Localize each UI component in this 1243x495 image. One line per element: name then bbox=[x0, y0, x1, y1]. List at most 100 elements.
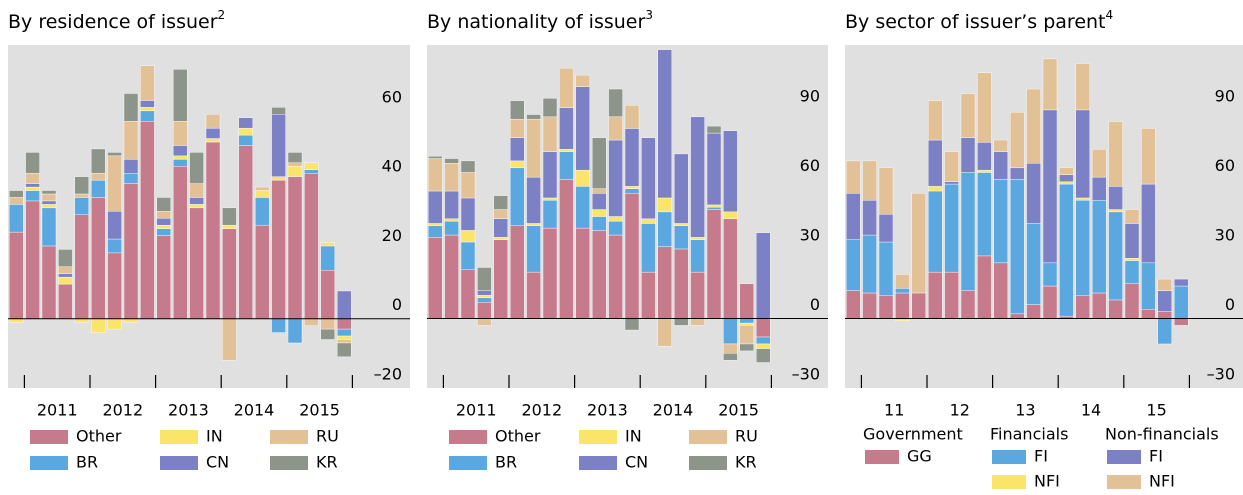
bar-segment bbox=[337, 318, 352, 330]
bar-segment bbox=[575, 169, 590, 187]
y-tick-label: –30 bbox=[1207, 365, 1235, 384]
bar-segment bbox=[657, 318, 672, 347]
legend-label: BR bbox=[76, 453, 98, 472]
legend-label: NFI bbox=[1149, 472, 1175, 491]
bar-segment bbox=[706, 132, 722, 206]
x-group-label: 2011 bbox=[37, 401, 78, 420]
bar-segment bbox=[222, 224, 237, 229]
bar-segment bbox=[74, 193, 90, 198]
bar-segment bbox=[756, 336, 771, 345]
bar-segment bbox=[1157, 290, 1173, 312]
bar-segment bbox=[156, 228, 172, 236]
bar-segment bbox=[320, 245, 335, 271]
legend-swatch bbox=[160, 456, 198, 470]
legend-label: CN bbox=[625, 453, 648, 472]
bar-segment bbox=[428, 225, 443, 238]
bar-segment bbox=[428, 158, 443, 192]
bar-segment bbox=[862, 234, 877, 294]
legend-label: FI bbox=[1034, 447, 1048, 466]
bar-segment bbox=[674, 248, 689, 319]
y-tick-label: 60 bbox=[1215, 156, 1235, 175]
bar-segment bbox=[928, 271, 943, 319]
bar-segment bbox=[592, 137, 607, 189]
bar-segment bbox=[690, 271, 705, 319]
bar-segment bbox=[123, 159, 139, 174]
bar-segment bbox=[559, 149, 574, 152]
bar-segment bbox=[559, 107, 574, 150]
bar-segment bbox=[895, 292, 910, 319]
bar-segment bbox=[911, 193, 926, 294]
bar-segment bbox=[690, 318, 705, 326]
bar-segment bbox=[189, 183, 204, 198]
legend-group-title: Non-financials bbox=[1105, 425, 1219, 444]
panel-title: By residence of issuer2 bbox=[8, 8, 225, 33]
bar-segment bbox=[674, 223, 689, 226]
bar-segment bbox=[1108, 211, 1123, 301]
bar-segment bbox=[287, 176, 303, 319]
bar-segment bbox=[928, 139, 943, 187]
bar-segment bbox=[526, 118, 541, 178]
bar-segment bbox=[862, 160, 877, 201]
bar-segment bbox=[1124, 209, 1140, 224]
bar-segment bbox=[428, 237, 443, 319]
bar-segment bbox=[156, 218, 172, 226]
bar-segment bbox=[428, 190, 443, 224]
bar-segment bbox=[608, 116, 623, 141]
title-text: By nationality of issuer bbox=[427, 11, 645, 33]
bar-segment bbox=[41, 207, 57, 247]
bar-segment bbox=[542, 151, 558, 199]
bar-segment bbox=[674, 225, 689, 250]
bar-segment bbox=[172, 145, 188, 157]
bar-segment bbox=[444, 158, 459, 164]
bar-segment bbox=[624, 318, 640, 331]
title-note: 3 bbox=[645, 8, 653, 22]
legend-group-title: Financials bbox=[990, 425, 1068, 444]
bar-segment bbox=[1173, 278, 1189, 287]
bar-segment bbox=[592, 216, 607, 231]
bar-segment bbox=[993, 151, 1008, 180]
legend-swatch bbox=[689, 430, 727, 444]
bar-segment bbox=[156, 211, 172, 219]
bar-segment bbox=[156, 224, 172, 229]
legend-label: KR bbox=[316, 453, 338, 472]
bar-segment bbox=[723, 211, 738, 220]
y-tick-label: 90 bbox=[1215, 86, 1235, 105]
y-tick-label: 90 bbox=[800, 86, 820, 105]
x-group-label: 2012 bbox=[102, 401, 143, 420]
bar-segment bbox=[41, 200, 57, 205]
legend-swatch bbox=[449, 430, 487, 444]
bar-segment bbox=[304, 318, 319, 326]
bar-segment bbox=[444, 190, 459, 220]
bar-segment bbox=[657, 246, 672, 319]
x-group-label: 15 bbox=[1146, 401, 1166, 420]
x-group-label: 13 bbox=[1015, 401, 1035, 420]
bar-segment bbox=[723, 218, 738, 319]
bar-segment bbox=[238, 117, 254, 129]
bar-segment bbox=[928, 186, 943, 192]
title-note: 2 bbox=[218, 8, 226, 22]
bar-segment bbox=[624, 105, 640, 129]
bar-segment bbox=[25, 172, 40, 184]
bar-segment bbox=[878, 213, 894, 243]
bar-segment bbox=[123, 93, 139, 122]
x-group-label: 2013 bbox=[168, 401, 209, 420]
y-tick-label: 30 bbox=[800, 225, 820, 244]
bar-segment bbox=[90, 318, 106, 333]
x-group-label: 2011 bbox=[456, 401, 497, 420]
bar-segment bbox=[575, 86, 590, 171]
bar-segment bbox=[993, 139, 1008, 152]
bar-segment bbox=[287, 152, 303, 163]
bar-segment bbox=[739, 322, 754, 326]
bar-segment bbox=[723, 353, 738, 361]
bar-segment bbox=[739, 283, 754, 319]
bar-segment bbox=[337, 342, 352, 358]
bar-segment bbox=[526, 223, 541, 226]
bar-segment bbox=[756, 318, 771, 338]
bar-segment bbox=[657, 211, 672, 247]
bar-segment bbox=[287, 166, 303, 177]
bar-segment bbox=[977, 172, 992, 257]
bar-segment bbox=[254, 186, 270, 191]
bar-segment bbox=[592, 188, 607, 194]
y-tick-label: –30 bbox=[792, 365, 820, 384]
